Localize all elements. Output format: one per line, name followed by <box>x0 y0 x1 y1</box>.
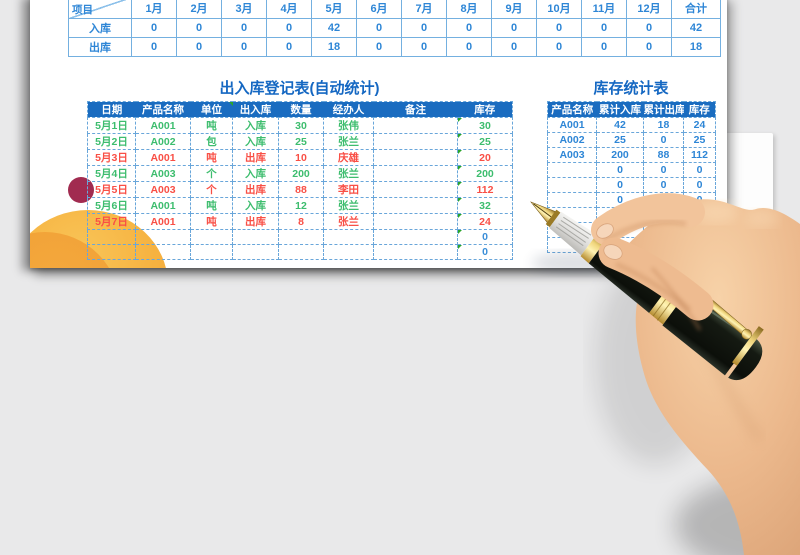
corner-cell[interactable]: 项目 <box>68 0 132 19</box>
cell-type[interactable]: 出库 <box>232 213 279 230</box>
index-shade <box>602 219 687 244</box>
col-header-stock[interactable]: 库存 <box>683 101 716 118</box>
error-indicator-icon <box>228 102 233 106</box>
monthly-summary-table: 项目 1月 2月 3月 4月 5月 6月 7月 8月 9月 10月 11月 12… <box>68 0 721 57</box>
cell-stock[interactable]: 0 <box>457 244 513 260</box>
col-header-date[interactable]: 日期 <box>87 101 136 118</box>
error-indicator-icon <box>458 134 462 138</box>
register-row: 5月6日 A001 吨入库 12 张兰 32 <box>87 197 513 214</box>
col-header-product[interactable]: 产品名称 <box>135 101 191 118</box>
register-table: 日期 产品名称 单位 出入库 数量 经办人 备注 库存 5月1日 A001 吨入库 3… <box>87 101 513 260</box>
error-indicator-icon <box>458 118 462 122</box>
index-fingernail <box>596 223 614 239</box>
cell-m9[interactable]: 0 <box>491 37 537 57</box>
cell-stock[interactable]: 200 <box>457 165 513 182</box>
cell-handler[interactable]: 张兰 <box>323 133 374 150</box>
stock-row: A003 200 88 112 <box>547 147 716 163</box>
stock-row: A001 42 18 24 <box>547 117 716 133</box>
pen-finial <box>728 339 763 381</box>
hand-crease <box>650 266 702 331</box>
cell-qty[interactable]: 200 <box>278 165 324 182</box>
col-header-handler[interactable]: 经办人 <box>323 101 374 118</box>
error-indicator-icon <box>458 198 462 202</box>
stock-header-row: 产品名称 累计入库 累计出库 库存 <box>547 101 716 118</box>
cell-handler[interactable]: 李田 <box>323 181 374 198</box>
error-indicator-icon <box>458 230 462 234</box>
cell-product[interactable]: A003 <box>547 147 597 163</box>
cell-m8[interactable]: 0 <box>446 37 492 57</box>
month-header[interactable]: 12月 <box>626 0 672 19</box>
cell-handler[interactable]: 张兰 <box>323 213 374 230</box>
register-row: 5月4日 A003 个入库 200 张兰 200 <box>87 165 513 182</box>
cell-m3[interactable]: 0 <box>221 37 267 57</box>
stock-table-title: 库存统计表 <box>593 80 669 97</box>
cell-m2[interactable]: 0 <box>176 37 222 57</box>
cell-product[interactable]: A001 <box>135 213 191 230</box>
summary-row: 入库 0 0 0 0 42 0 0 0 0 0 0 0 42 <box>68 18 721 38</box>
cell-handler[interactable]: 张伟 <box>323 117 374 134</box>
register-table-title: 出入库登记表(自动统计) <box>219 80 380 97</box>
knuckle-highlight-2 <box>745 209 779 227</box>
month-header[interactable]: 4月 <box>266 0 312 19</box>
row-header-label: 项目 <box>72 4 93 16</box>
error-indicator-icon <box>458 166 462 170</box>
summary-row: 出库 0 0 0 0 18 0 0 0 0 0 0 0 18 <box>68 37 721 57</box>
col-header-unit[interactable]: 单位 <box>190 101 233 118</box>
cell-label[interactable]: 出库 <box>68 37 132 57</box>
col-header-note[interactable]: 备注 <box>373 101 458 118</box>
col-header-total-in[interactable]: 累计入库 <box>596 101 644 118</box>
col-header-type[interactable]: 出入库 <box>232 101 279 118</box>
col-header-stock[interactable]: 库存 <box>457 101 513 118</box>
error-indicator-icon <box>458 150 462 154</box>
cell-m11[interactable]: 0 <box>581 37 627 57</box>
register-row: 0 <box>87 244 513 260</box>
error-indicator-icon <box>458 245 462 249</box>
error-indicator-icon <box>458 182 462 186</box>
thumb-nail <box>603 244 623 260</box>
cell-product[interactable]: A001 <box>547 117 597 133</box>
cell-handler[interactable]: 张兰 <box>323 197 374 214</box>
register-row: 5月7日 A001 吨出库 8 张兰 24 <box>87 213 513 230</box>
col-header-qty[interactable]: 数量 <box>278 101 324 118</box>
month-header[interactable]: 8月 <box>446 0 492 19</box>
index-finger <box>591 193 705 245</box>
col-header-product[interactable]: 产品名称 <box>547 101 597 118</box>
cell-date[interactable]: 5月6日 <box>87 197 136 214</box>
register-header-row: 日期 产品名称 单位 出入库 数量 经办人 备注 库存 <box>87 101 513 118</box>
paper-sheet: 项目 1月 2月 3月 4月 5月 6月 7月 8月 9月 10月 11月 12… <box>30 0 727 268</box>
cell-date[interactable]: 5月3日 <box>87 149 136 166</box>
cell-total[interactable]: 18 <box>671 37 721 57</box>
month-header[interactable]: 2月 <box>176 0 222 19</box>
col-header-total-out[interactable]: 累计出库 <box>643 101 684 118</box>
total-header[interactable]: 合计 <box>671 0 721 19</box>
knuckle-highlight <box>694 201 738 223</box>
cell-m5[interactable]: 18 <box>311 37 357 57</box>
register-row: 5月5日 A003 个出库 88 李田 112 <box>87 181 513 198</box>
error-indicator-icon <box>458 214 462 218</box>
stock-row: A002 25 0 25 <box>547 132 716 148</box>
